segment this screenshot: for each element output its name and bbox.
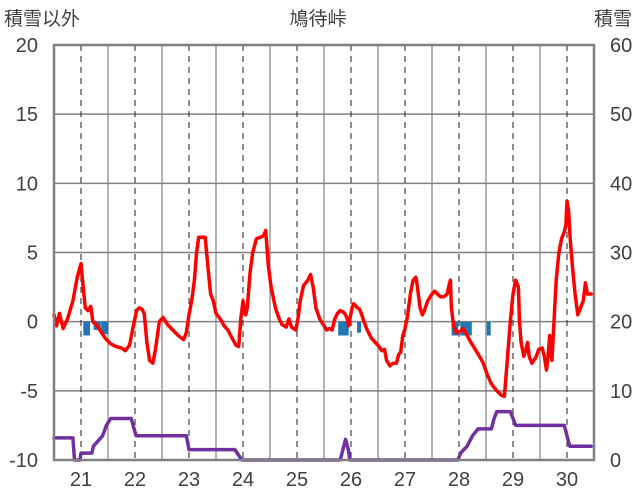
- precip-bar: [344, 321, 349, 336]
- right-axis-label: 積雪: [594, 8, 632, 30]
- right-tick-label: 30: [610, 243, 632, 265]
- plot-frame: [52, 43, 596, 462]
- right-tick-label: 40: [610, 173, 632, 195]
- left-tick-label: 20: [16, 35, 38, 57]
- left-tick-label: 15: [16, 104, 38, 126]
- x-tick-label: 22: [124, 469, 146, 491]
- precip-bar: [341, 321, 346, 336]
- left-tick-label: 10: [16, 173, 38, 195]
- precip-bar: [101, 321, 106, 335]
- precip-bar: [357, 321, 362, 333]
- x-tick-labels: 21 22 23 24 25 26 27 28 29 30: [70, 469, 578, 491]
- right-tick-labels: 0 10 20 30 40 50 60: [610, 35, 632, 472]
- left-tick-label: 5: [27, 243, 38, 265]
- precip-bar: [467, 321, 472, 336]
- left-tick-label: 0: [27, 312, 38, 334]
- right-tick-label: 60: [610, 35, 632, 57]
- left-axis-label: 積雪以外: [4, 8, 80, 30]
- x-tick-label: 27: [394, 469, 416, 491]
- left-tick-label: -10: [9, 450, 38, 472]
- precip-bar: [86, 321, 91, 336]
- x-tick-label: 21: [70, 469, 92, 491]
- precip-bar: [464, 321, 469, 336]
- x-tick-label: 24: [232, 469, 254, 491]
- right-tick-label: 0: [610, 450, 621, 472]
- x-tick-label: 28: [448, 469, 470, 491]
- snow-depth-line: [52, 409, 594, 462]
- x-tick-label: 30: [556, 469, 578, 491]
- right-tick-label: 50: [610, 104, 632, 126]
- temperature-line: [52, 199, 594, 399]
- x-tick-label: 25: [286, 469, 308, 491]
- x-tick-label: 29: [502, 469, 524, 491]
- precip-bar: [486, 321, 491, 336]
- line-series: [52, 199, 594, 462]
- grid-lines: [54, 45, 594, 460]
- right-tick-label: 10: [610, 381, 632, 403]
- chart-title: 鳩待峠: [289, 8, 346, 30]
- left-tick-label: -5: [20, 381, 38, 403]
- precip-bar: [338, 321, 343, 336]
- x-tick-label: 26: [340, 469, 362, 491]
- right-tick-label: 20: [610, 312, 632, 334]
- x-tick-label: 23: [178, 469, 200, 491]
- left-tick-labels: -10 -5 0 5 10 15 20: [9, 35, 38, 472]
- precip-bar: [83, 321, 88, 336]
- precip-bar: [104, 321, 109, 335]
